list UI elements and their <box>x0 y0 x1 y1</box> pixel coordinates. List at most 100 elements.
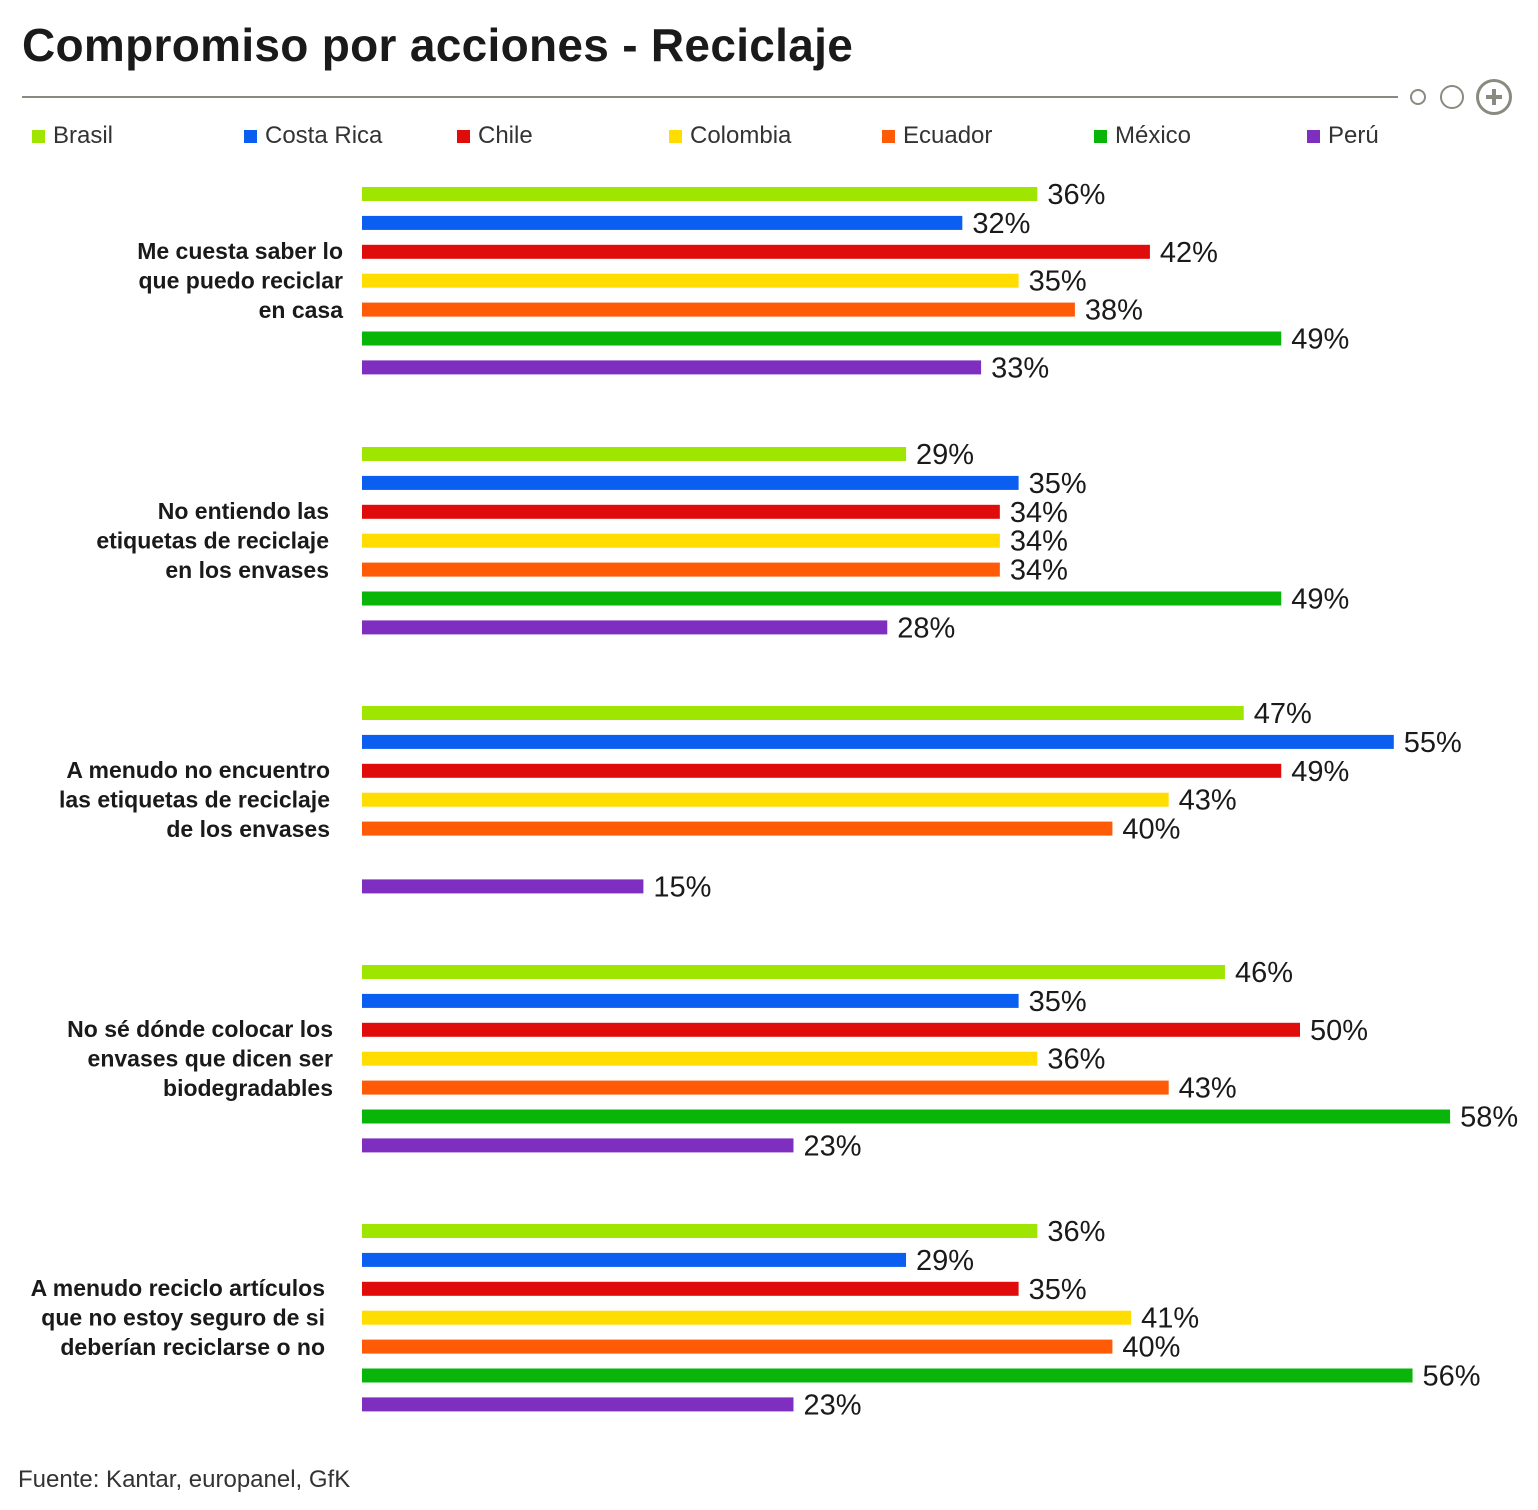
legend-swatch <box>669 129 682 143</box>
value-label: 15% <box>653 871 711 903</box>
legend-item-mexico: México <box>1094 122 1191 150</box>
bar-colombia <box>362 1310 1132 1325</box>
bar-ecuador <box>362 302 1075 317</box>
category-label-line: que puedo reciclar <box>138 268 343 294</box>
category-label-line: A menudo no encuentro <box>66 757 330 783</box>
bar-chile <box>362 244 1150 259</box>
value-label: 46% <box>1235 957 1293 989</box>
category-label-line: de los envases <box>166 816 330 842</box>
legend-label: Perú <box>1328 122 1379 149</box>
bar-chart: Me cuesta saber lo que puedo reciclar en c… <box>31 179 1519 1421</box>
category-label: Me cuesta saber lo que puedo reciclar en c… <box>137 238 343 323</box>
category-label: A menudo reciclo artículos que no estoy s… <box>31 1275 325 1360</box>
bar-mexico <box>362 591 1282 606</box>
value-label: 29% <box>916 1245 974 1277</box>
category-label-line: en los envases <box>165 557 329 583</box>
value-label: 40% <box>1122 1332 1180 1364</box>
value-label: 23% <box>803 1389 861 1421</box>
expand-plus-icon[interactable] <box>1476 79 1512 115</box>
value-label: 58% <box>1460 1102 1518 1134</box>
value-label: 35% <box>1029 468 1087 500</box>
bar-mexico <box>362 1109 1451 1124</box>
legend: Brasil Costa Rica Chile Colombia Ecuador Méxi… <box>0 122 1538 156</box>
category-label-line: que no estoy seguro de si <box>41 1305 325 1331</box>
legend-item-colombia: Colombia <box>669 122 791 150</box>
value-label: 34% <box>1010 497 1068 529</box>
value-label: 47% <box>1254 698 1312 730</box>
bar-costa-rica <box>362 734 1394 749</box>
legend-swatch <box>882 129 895 143</box>
value-label: 43% <box>1179 1073 1237 1105</box>
bar-chile <box>362 1281 1019 1296</box>
value-label: 35% <box>1029 1274 1087 1306</box>
legend-item-chile: Chile <box>457 122 533 150</box>
value-label: 38% <box>1085 295 1143 327</box>
category-label-line: en casa <box>259 297 344 323</box>
value-label: 42% <box>1160 237 1218 269</box>
value-label: 35% <box>1029 266 1087 298</box>
value-label: 36% <box>1047 179 1105 211</box>
category-label-line: biodegradables <box>163 1075 333 1101</box>
bar-colombia <box>362 273 1019 288</box>
bar-costa-rica <box>362 475 1019 490</box>
value-label: 55% <box>1404 727 1462 759</box>
legend-label: Colombia <box>690 122 792 149</box>
legend-label: Chile <box>478 122 533 149</box>
bar-mexico <box>362 331 1282 346</box>
category-label-line: A menudo reciclo artículos <box>31 1275 325 1301</box>
bar-ecuador <box>362 562 1000 577</box>
legend-item-costa-rica: Costa Rica <box>244 122 382 150</box>
value-label: 34% <box>1010 526 1068 558</box>
bar-brasil <box>362 965 1225 979</box>
value-label: 41% <box>1141 1303 1199 1335</box>
bar-peru <box>362 879 644 894</box>
legend-item-brasil: Brasil <box>32 122 113 150</box>
category-label: No entiendo las etiquetas de reciclaje en … <box>96 498 329 583</box>
value-label: 49% <box>1291 584 1349 616</box>
value-label: 49% <box>1291 324 1349 356</box>
bar-costa-rica <box>362 215 963 230</box>
legend-swatch <box>1307 129 1320 143</box>
category-label-line: etiquetas de reciclaje <box>96 528 329 554</box>
legend-label: Costa Rica <box>265 122 383 149</box>
value-label: 34% <box>1010 555 1068 587</box>
bar-chile <box>362 504 1000 519</box>
bar-brasil <box>362 187 1038 201</box>
category-label-line: No entiendo las <box>158 498 329 524</box>
bar-brasil <box>362 447 907 461</box>
category-label-line: envases que dicen ser <box>88 1046 334 1072</box>
value-label: 32% <box>972 208 1030 240</box>
category-label-line: las etiquetas de reciclaje <box>59 787 330 813</box>
value-label: 23% <box>803 1130 861 1162</box>
page-dot-small-icon[interactable] <box>1410 89 1426 105</box>
bar-chile <box>362 1022 1300 1037</box>
legend-swatch <box>244 129 257 143</box>
bar-mexico <box>362 1368 1413 1383</box>
bar-chile <box>362 763 1282 778</box>
category-label-line: Me cuesta saber lo <box>137 238 343 264</box>
chart-title: Compromiso por acciones - Reciclaje <box>22 19 854 71</box>
legend-item-ecuador: Ecuador <box>882 122 992 150</box>
source-note: Fuente: Kantar, europanel, GfK <box>18 1466 351 1493</box>
value-label: 43% <box>1179 785 1237 817</box>
bar-costa-rica <box>362 1252 907 1267</box>
title-divider <box>22 96 1398 98</box>
category-label: No sé dónde colocar los envases que dicen… <box>67 1016 333 1101</box>
bar-ecuador <box>362 821 1113 836</box>
legend-label: Brasil <box>53 122 114 149</box>
legend-swatch <box>32 129 45 143</box>
value-label: 28% <box>897 612 955 644</box>
category-label-line: No sé dónde colocar los <box>67 1016 333 1042</box>
value-label: 56% <box>1423 1361 1481 1393</box>
bar-peru <box>362 1397 794 1412</box>
value-label: 40% <box>1122 814 1180 846</box>
legend-swatch <box>1094 129 1107 143</box>
bar-ecuador <box>362 1080 1169 1095</box>
bar-peru <box>362 360 982 375</box>
value-label: 50% <box>1310 1015 1368 1047</box>
value-label: 36% <box>1047 1044 1105 1076</box>
bar-peru <box>362 1138 794 1153</box>
bar-costa-rica <box>362 993 1019 1008</box>
page-dot-icon[interactable] <box>1440 85 1464 109</box>
legend-swatch <box>457 129 470 143</box>
